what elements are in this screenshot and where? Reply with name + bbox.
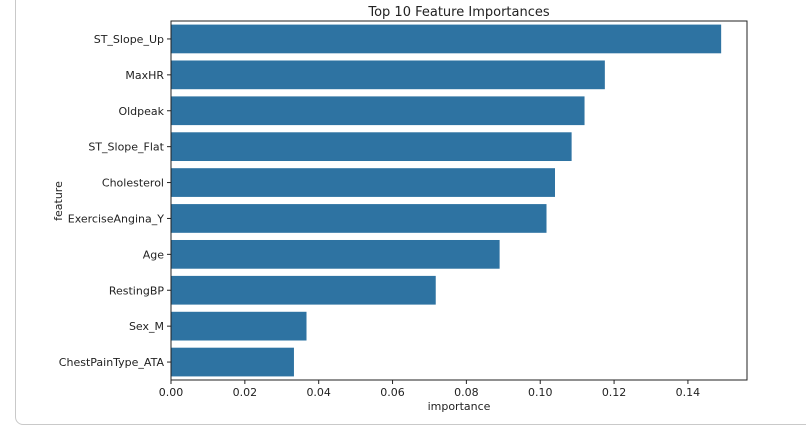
bar-st-slope-flat <box>171 132 572 162</box>
plot-frame <box>170 20 748 381</box>
x-tick-label: 0.08 <box>454 386 479 399</box>
chart-title: Top 10 Feature Importances <box>367 5 549 20</box>
y-tick-label: ExerciseAngina_Y <box>68 212 165 225</box>
bar-age <box>171 239 500 269</box>
y-tick-label: Age <box>143 248 165 261</box>
x-tick-label: 0.06 <box>380 386 405 399</box>
y-tick-label: Oldpeak <box>118 105 164 118</box>
y-tick-label: ST_Slope_Flat <box>88 141 164 154</box>
bar-oldpeak <box>171 96 585 126</box>
x-tick-label: 0.04 <box>306 386 331 399</box>
y-tick-label: Cholesterol <box>102 177 164 190</box>
x-tick-label: 0.02 <box>233 386 258 399</box>
y-tick-label: ST_Slope_Up <box>94 33 164 46</box>
x-tick-label: 0.00 <box>159 386 184 399</box>
bar-sex-m <box>171 311 307 341</box>
bar-cholesterol <box>171 168 555 197</box>
bar-st-slope-up <box>171 24 722 54</box>
y-axis-ticks: ST_Slope_Up MaxHR Oldpeak ST_Slope_Flat Chol… <box>59 33 171 369</box>
bars-group <box>171 24 722 377</box>
bar-maxhr <box>171 60 605 90</box>
bar-exerciseangina-y <box>171 204 547 233</box>
y-axis-label: feature <box>52 181 65 221</box>
x-axis-label: importance <box>428 400 491 413</box>
x-tick-label: 0.10 <box>528 386 553 399</box>
x-tick-label: 0.12 <box>602 386 627 399</box>
y-tick-label: RestingBP <box>109 284 165 297</box>
y-tick-label: Sex_M <box>129 320 164 333</box>
x-axis-ticks: 0.00 0.02 0.04 0.06 0.08 0.10 0.12 0.14 <box>159 380 700 399</box>
x-tick-label: 0.14 <box>676 386 701 399</box>
bar-restingbp <box>171 275 436 305</box>
bar-chestpaintype-ata <box>171 347 294 377</box>
y-tick-label: MaxHR <box>125 69 164 82</box>
y-tick-label: ChestPainType_ATA <box>59 356 165 369</box>
